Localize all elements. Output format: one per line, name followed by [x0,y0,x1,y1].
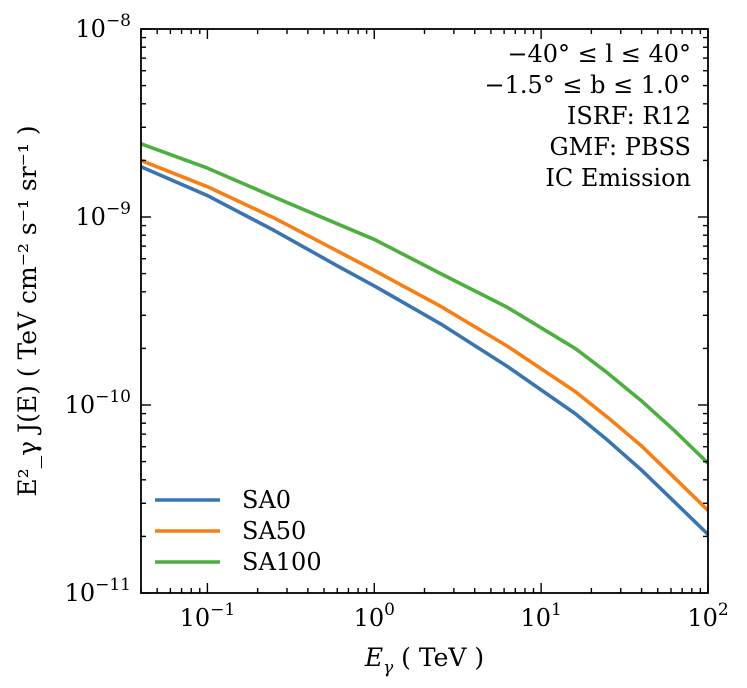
x-tick-label: 101 [520,600,561,632]
series-line-sa100 [140,142,710,465]
legend-label-sa100: SA100 [242,548,322,576]
y-tick-label: 10−11 [65,575,131,607]
annotation-line: IC Emission [545,164,691,192]
series-line-sa50 [140,158,710,512]
y-tick-label: 10−10 [65,387,131,419]
x-tick-label: 10−1 [180,600,236,632]
annotation-box: −40° ≤ l ≤ 40° −1.5° ≤ b ≤ 1.0° ISRF: R12 G… [484,40,691,192]
axis-ticks [140,28,709,594]
series-line-sa0 [140,165,710,536]
annotation-line: ISRF: R12 [567,102,691,130]
legend-label-sa50: SA50 [242,517,306,545]
legend: SA0 SA50 SA100 [155,486,322,576]
annotation-line: −40° ≤ l ≤ 40° [507,40,691,68]
x-axis-label: Eγ ( TeV ) [364,643,484,678]
y-tick-label: 10−9 [75,199,131,231]
y-tick-label: 10−8 [75,11,131,43]
y-axis-label: E²_γ J(E) ( TeV cm⁻² s⁻¹ sr⁻¹ ) [13,125,42,496]
tick-labels: 10−1 100 101 102 10−11 10−10 10−9 10−8 [65,11,729,632]
annotation-line: −1.5° ≤ b ≤ 1.0° [484,71,691,99]
legend-label-sa0: SA0 [242,486,291,514]
x-tick-label: 102 [687,600,728,632]
x-tick-label: 100 [354,600,395,632]
series-lines [140,142,710,536]
annotation-line: GMF: PBSS [549,133,691,161]
